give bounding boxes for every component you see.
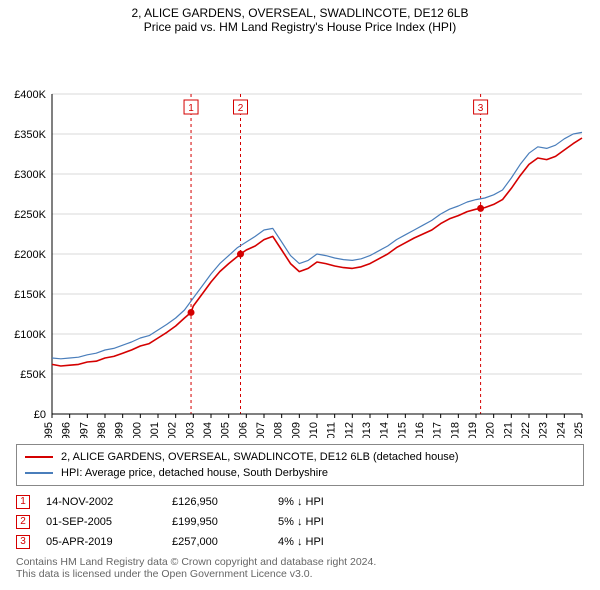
- chart-container: { "title": "2, ALICE GARDENS, OVERSEAL, …: [0, 0, 600, 590]
- svg-text:£50K: £50K: [20, 369, 46, 381]
- svg-text:1996: 1996: [61, 422, 73, 438]
- svg-text:2003: 2003: [184, 422, 196, 438]
- sales-table: 1 14-NOV-2002 £126,950 9% ↓ HPI 2 01-SEP…: [16, 492, 584, 552]
- sale-date: 14-NOV-2002: [46, 496, 156, 508]
- svg-text:2018: 2018: [449, 422, 461, 438]
- svg-text:£0: £0: [34, 409, 46, 421]
- svg-text:2024: 2024: [555, 422, 567, 438]
- svg-text:1: 1: [188, 103, 194, 114]
- sale-diff: 4% ↓ HPI: [278, 536, 378, 548]
- svg-text:£300K: £300K: [14, 169, 46, 181]
- license-footer: Contains HM Land Registry data © Crown c…: [16, 556, 584, 580]
- svg-text:2016: 2016: [414, 422, 426, 438]
- chart-subtitle: Price paid vs. HM Land Registry's House …: [0, 20, 600, 38]
- svg-text:1998: 1998: [96, 422, 108, 438]
- svg-text:2: 2: [238, 103, 244, 114]
- svg-text:2010: 2010: [308, 422, 320, 438]
- svg-text:2019: 2019: [467, 422, 479, 438]
- legend-label: HPI: Average price, detached house, Sout…: [61, 465, 328, 481]
- sale-price: £126,950: [172, 496, 262, 508]
- price-line-chart: £0 £50K £100K £150K £200K £250K £300K £350K £400…: [0, 38, 600, 438]
- svg-text:£100K: £100K: [14, 329, 46, 341]
- svg-text:2005: 2005: [220, 422, 232, 438]
- svg-text:2008: 2008: [273, 422, 285, 438]
- sale-date: 01-SEP-2005: [46, 516, 156, 528]
- footer-line: This data is licensed under the Open Gov…: [16, 568, 584, 580]
- svg-text:2011: 2011: [326, 422, 338, 438]
- svg-text:3: 3: [478, 103, 484, 114]
- svg-text:1995: 1995: [43, 422, 55, 438]
- legend-swatch: [25, 472, 53, 474]
- svg-text:£200K: £200K: [14, 249, 46, 261]
- svg-text:2025: 2025: [573, 422, 585, 438]
- sale-diff: 5% ↓ HPI: [278, 516, 378, 528]
- legend-label: 2, ALICE GARDENS, OVERSEAL, SWADLINCOTE,…: [61, 449, 459, 465]
- sale-price: £257,000: [172, 536, 262, 548]
- svg-text:2009: 2009: [290, 422, 302, 438]
- chart-title: 2, ALICE GARDENS, OVERSEAL, SWADLINCOTE,…: [0, 0, 600, 20]
- svg-text:2021: 2021: [502, 422, 514, 438]
- legend-item: 2, ALICE GARDENS, OVERSEAL, SWADLINCOTE,…: [25, 449, 575, 465]
- svg-text:£150K: £150K: [14, 289, 46, 301]
- svg-text:£400K: £400K: [14, 89, 46, 101]
- svg-text:2017: 2017: [432, 422, 444, 438]
- sale-date: 05-APR-2019: [46, 536, 156, 548]
- svg-text:1997: 1997: [78, 422, 90, 438]
- svg-text:2023: 2023: [538, 422, 550, 438]
- svg-text:2000: 2000: [131, 422, 143, 438]
- legend: 2, ALICE GARDENS, OVERSEAL, SWADLINCOTE,…: [16, 444, 584, 486]
- svg-text:2014: 2014: [379, 422, 391, 438]
- svg-text:2020: 2020: [485, 422, 497, 438]
- sale-marker-icon: 3: [16, 535, 30, 549]
- svg-text:£250K: £250K: [14, 209, 46, 221]
- svg-text:2015: 2015: [396, 422, 408, 438]
- svg-text:2007: 2007: [255, 422, 267, 438]
- table-row: 3 05-APR-2019 £257,000 4% ↓ HPI: [16, 532, 584, 552]
- svg-text:2012: 2012: [343, 422, 355, 438]
- svg-text:1999: 1999: [114, 422, 126, 438]
- svg-text:2004: 2004: [202, 422, 214, 438]
- sale-price: £199,950: [172, 516, 262, 528]
- svg-text:2013: 2013: [361, 422, 373, 438]
- svg-text:2001: 2001: [149, 422, 161, 438]
- svg-text:2002: 2002: [167, 422, 179, 438]
- sale-diff: 9% ↓ HPI: [278, 496, 378, 508]
- sale-marker-icon: 2: [16, 515, 30, 529]
- svg-text:2022: 2022: [520, 422, 532, 438]
- legend-item: HPI: Average price, detached house, Sout…: [25, 465, 575, 481]
- svg-text:2006: 2006: [237, 422, 249, 438]
- legend-swatch: [25, 456, 53, 458]
- footer-line: Contains HM Land Registry data © Crown c…: [16, 556, 584, 568]
- sale-marker-icon: 1: [16, 495, 30, 509]
- table-row: 2 01-SEP-2005 £199,950 5% ↓ HPI: [16, 512, 584, 532]
- table-row: 1 14-NOV-2002 £126,950 9% ↓ HPI: [16, 492, 584, 512]
- svg-text:£350K: £350K: [14, 129, 46, 141]
